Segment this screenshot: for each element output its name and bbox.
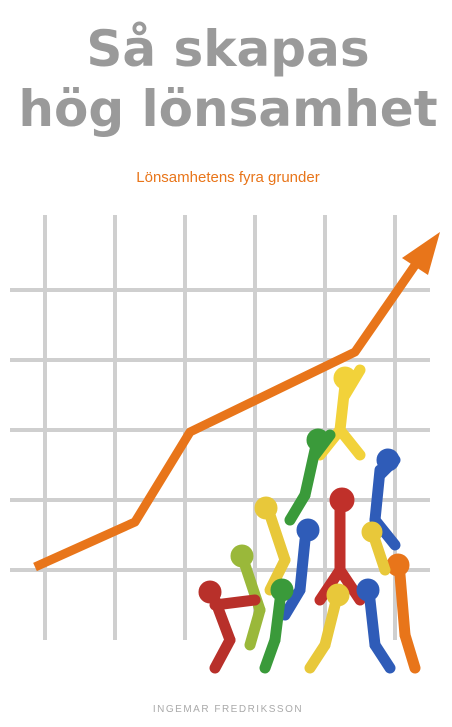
book-cover: Så skapas hög lönsamhet Lönsamhetens fyr…	[0, 0, 452, 727]
subtitle: Lönsamhetens fyra grunder	[136, 169, 319, 186]
grid-illustration	[10, 215, 430, 640]
author: INGEMAR FREDRIKSSON	[153, 704, 303, 715]
title-line: Så skapas	[86, 20, 369, 78]
page: Så skapas hög lönsamhet Lönsamhetens fyr…	[0, 0, 452, 727]
title-line: hög lönsamhet	[18, 80, 437, 138]
